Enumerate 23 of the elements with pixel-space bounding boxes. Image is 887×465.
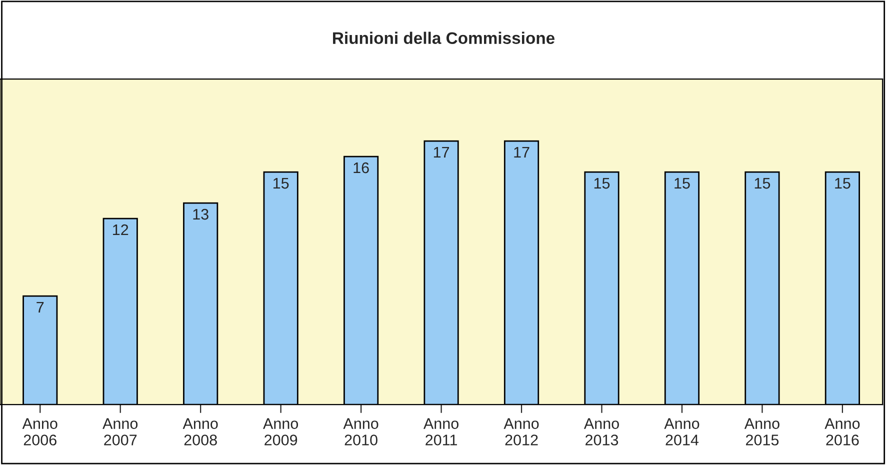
data-label: 15 [835,178,850,189]
x-tick-label: Anno 2008 [182,418,218,446]
data-label: 7 [36,302,44,313]
x-tick-label: Anno 2013 [584,418,619,446]
x-tick-label: Anno 2011 [423,418,458,446]
data-label: 17 [434,147,450,158]
x-tick-label: Anno 2007 [102,418,138,446]
x-tick-label: Anno 2009 [263,418,298,446]
x-tick-label: Anno 2015 [744,418,780,446]
x-tick-label: Anno 2012 [504,418,539,446]
x-tick-label: Anno 2006 [22,418,58,446]
data-label: 15 [273,178,289,189]
chart-title: Riunioni della Commissione [333,32,555,44]
x-tick-label: Anno 2010 [343,418,378,446]
x-tick-label: Anno 2016 [824,418,860,446]
data-label: 15 [674,178,690,189]
data-label: 12 [113,224,128,236]
data-label: 15 [754,178,770,189]
data-label: 16 [354,162,369,174]
data-label: 15 [594,178,610,189]
data-label: 17 [514,147,530,158]
x-tick-label: Anno 2014 [664,418,700,446]
data-label: 13 [193,208,208,220]
